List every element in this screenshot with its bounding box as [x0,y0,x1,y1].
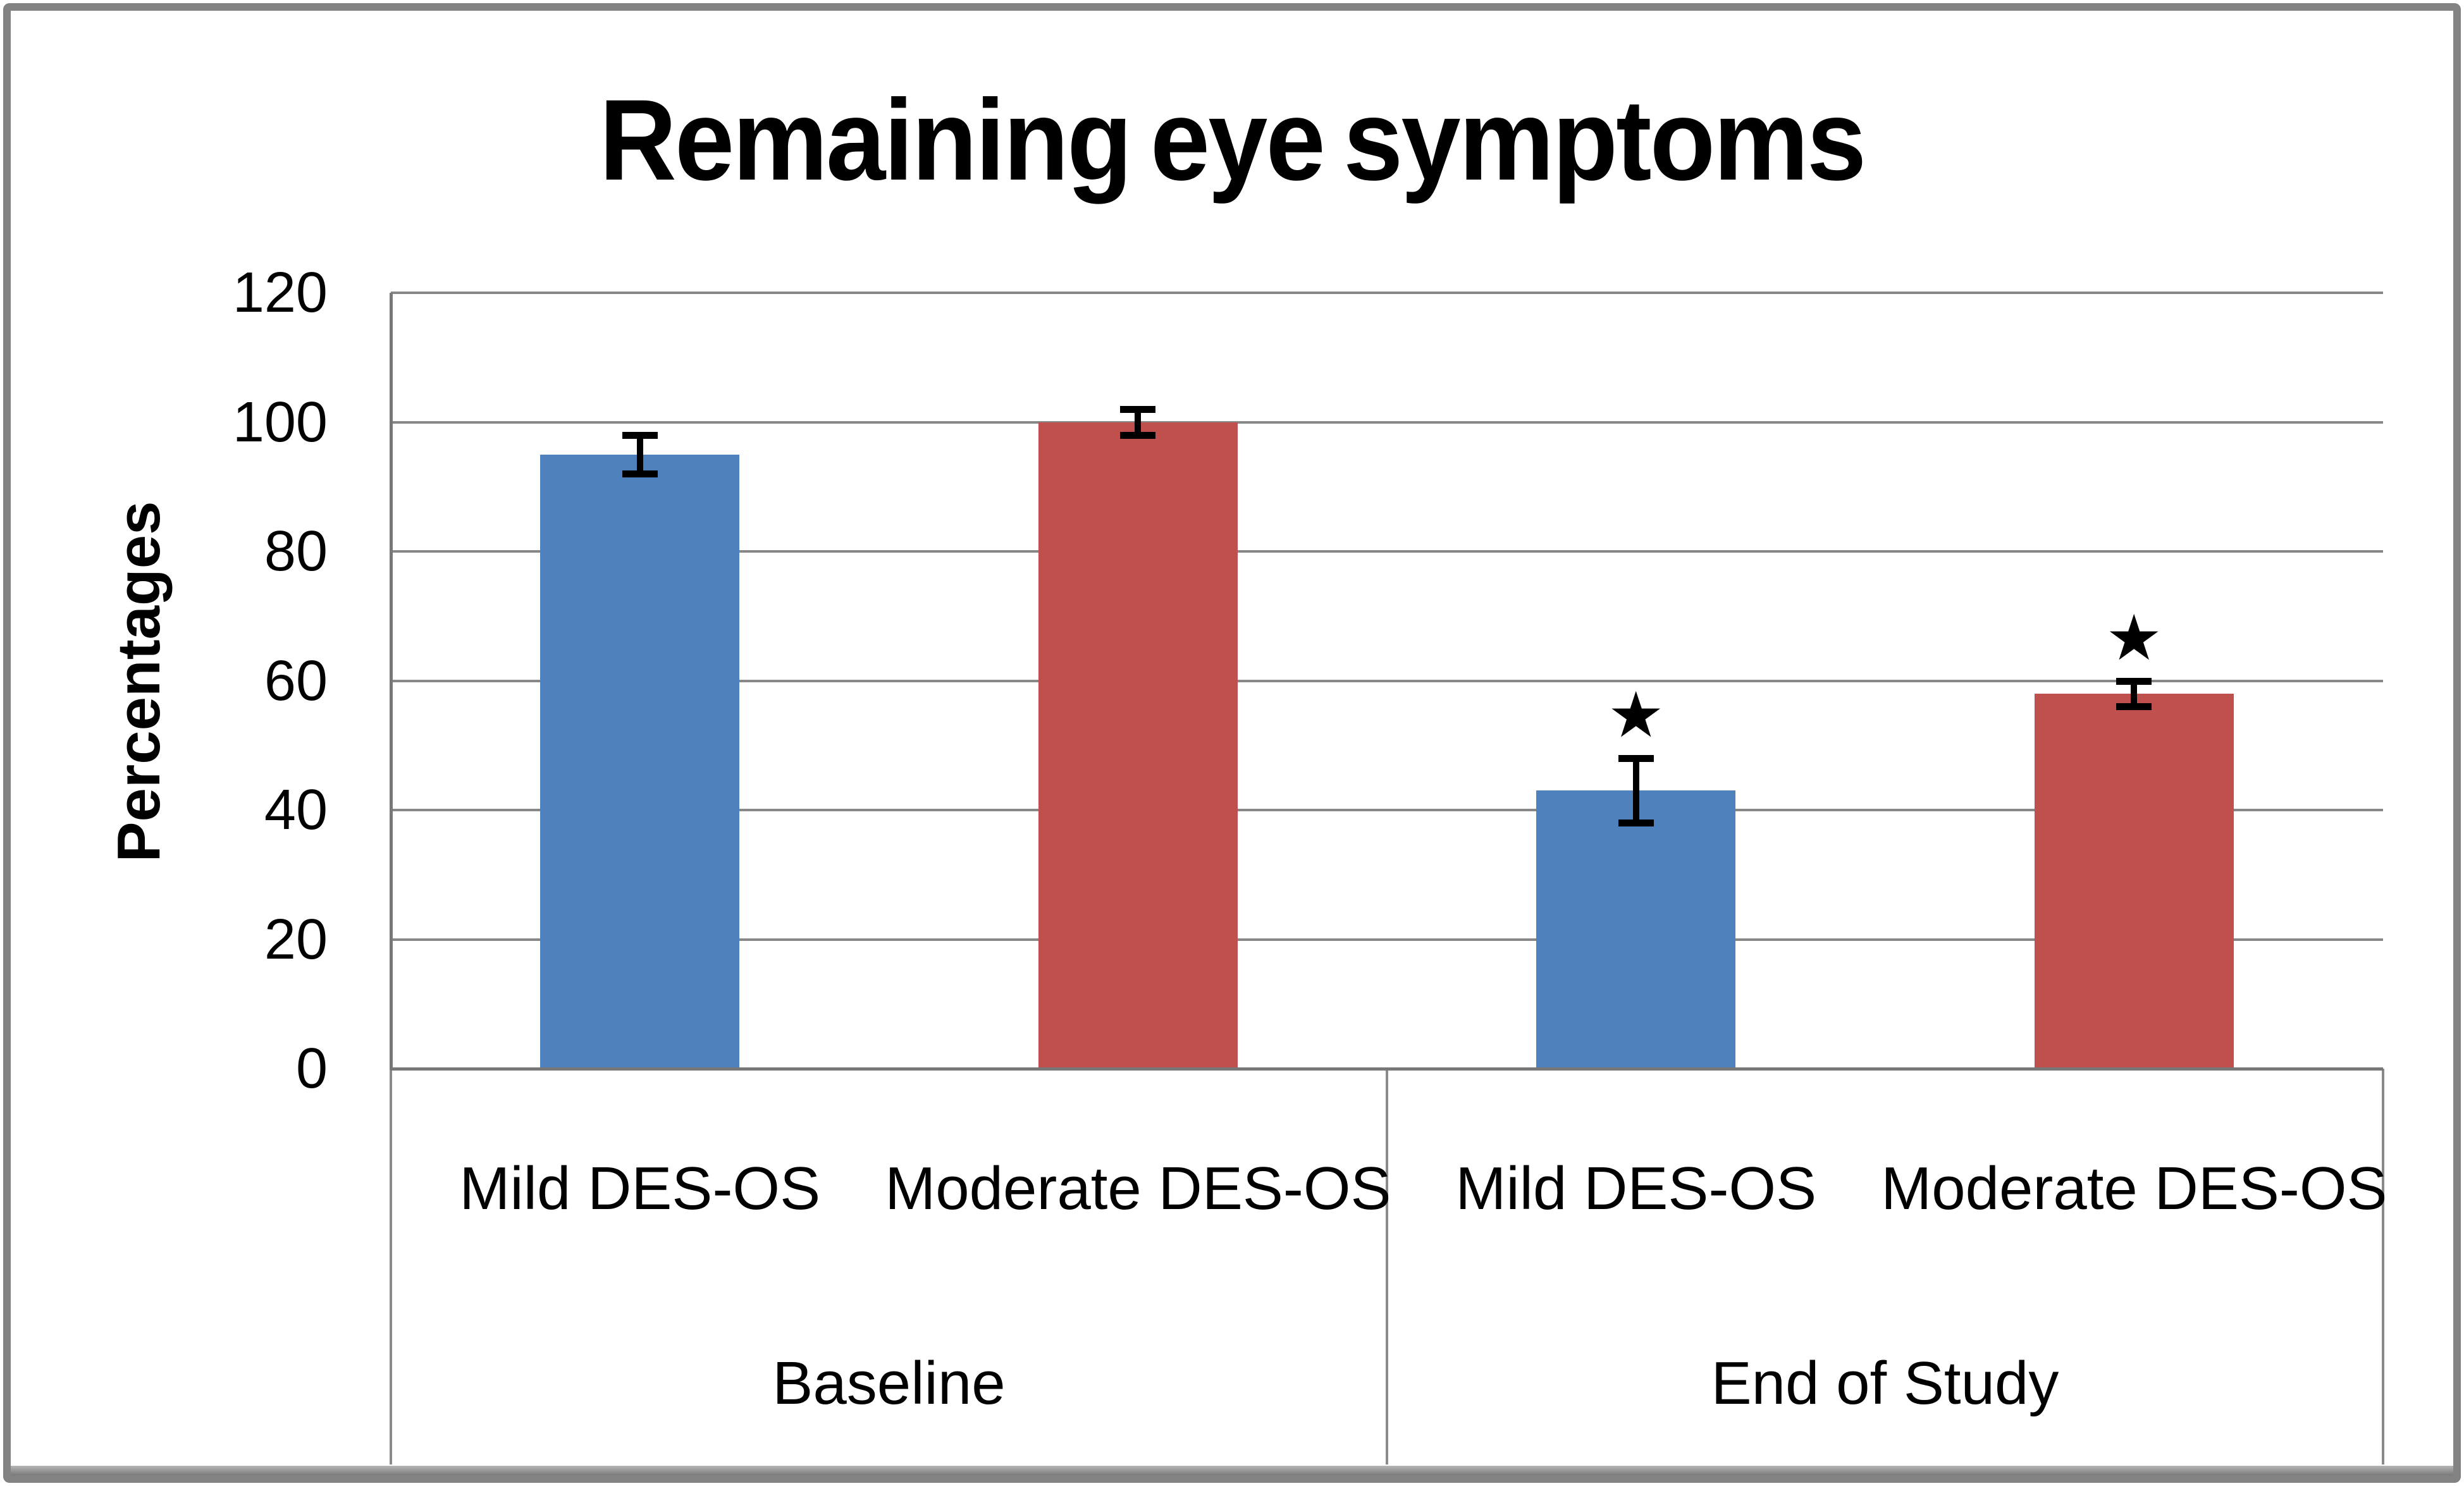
significance-star-4: ★ [2105,602,2163,673]
error-bar-3-stem [1632,758,1639,823]
error-bar-3-cap-bottom [1618,820,1654,827]
y-tick-label-120: 120 [232,261,328,324]
gridline-100 [391,421,2383,424]
y-axis-line [390,293,393,1070]
y-tick-label-0: 0 [295,1037,328,1100]
error-bar-1-cap-bottom [622,470,658,478]
error-bar-2-stem [1135,409,1142,435]
gridline-120 [391,292,2383,294]
y-tick-label-60: 60 [264,649,328,713]
category-label-2-moderate-des-os: Moderate DES-OS [885,1155,1391,1222]
y-tick-label-100: 100 [232,390,328,454]
gridline-40 [391,809,2383,811]
error-bar-2-cap-bottom [1120,431,1156,439]
error-bar-4-stem [2131,680,2138,707]
error-bar-4-cap-bottom [2116,703,2152,711]
y-tick-label-40: 40 [264,778,328,842]
figure-bottom-shadow [9,1466,2455,1477]
error-bar-1-stem [636,434,643,474]
bar-baseline-moderate-des-os [1038,422,1238,1069]
category-label-1-mild-des-os: Mild DES-OS [459,1155,821,1222]
chart-title: Remaining eye symptoms [599,75,1867,204]
gridline-80 [391,550,2383,553]
error-bar-4-cap-top [2116,677,2152,685]
group-separator-2 [2382,1069,2384,1465]
bar-end-of-study-mild-des-os [1536,790,1736,1069]
category-label-4-moderate-des-os: Moderate DES-OS [1881,1155,2387,1222]
group-label-baseline: Baseline [772,1349,1006,1417]
error-bar-2-cap-top [1120,406,1156,414]
category-label-3-mild-des-os: Mild DES-OS [1455,1155,1817,1222]
group-separator-1 [1386,1069,1388,1465]
group-label-end-of-study: End of Study [1711,1349,2059,1417]
gridline-60 [391,679,2383,682]
error-bar-3-cap-top [1618,755,1654,763]
group-separator-0 [390,1069,392,1465]
bar-baseline-mild-des-os [540,454,740,1069]
y-tick-label-80: 80 [264,520,328,583]
bar-end-of-study-moderate-des-os [2034,693,2234,1069]
x-axis-line [391,1067,2383,1071]
error-bar-1-cap-top [622,431,658,439]
gridline-20 [391,938,2383,941]
significance-star-3: ★ [1607,680,1665,751]
y-tick-label-20: 20 [264,907,328,971]
